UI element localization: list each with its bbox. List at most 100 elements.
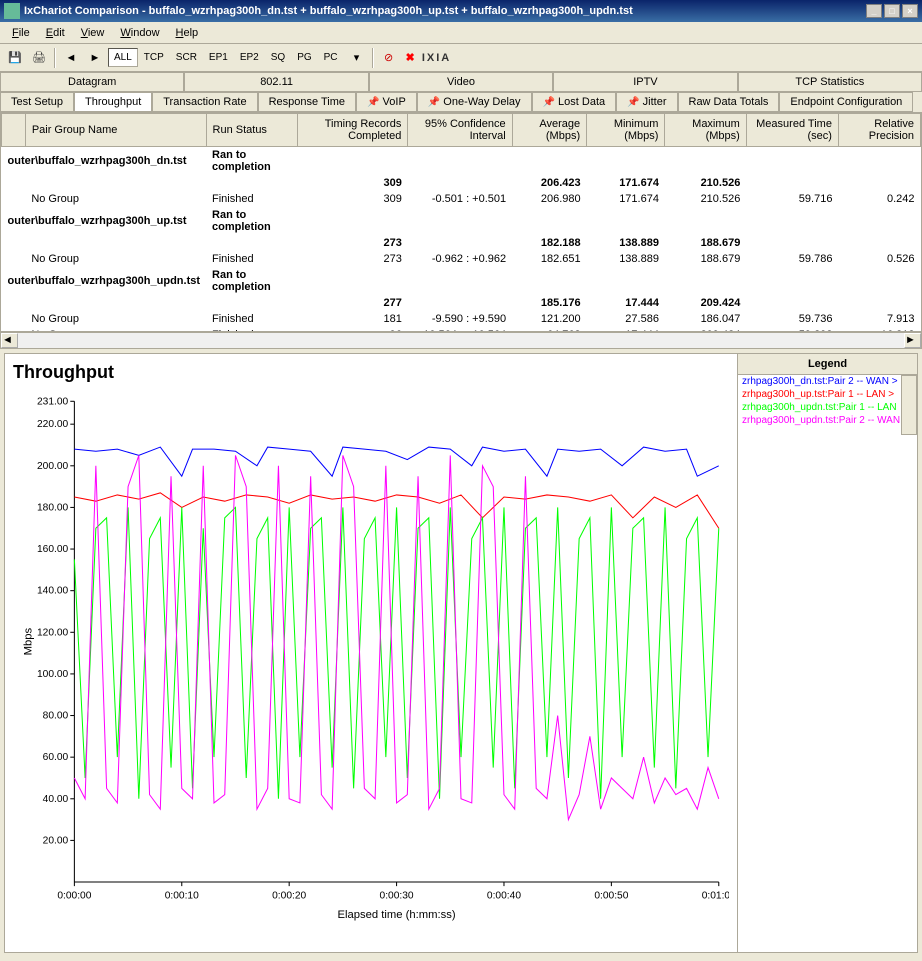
table-row[interactable]: outer\buffalo_wzrhpag300h_dn.tstRan to c… — [2, 147, 921, 176]
subtab-throughput[interactable]: Throughput — [74, 92, 152, 112]
col-header[interactable] — [2, 114, 26, 147]
close-button[interactable]: × — [902, 4, 918, 18]
svg-text:80.00: 80.00 — [43, 711, 69, 722]
svg-text:60.00: 60.00 — [43, 752, 69, 763]
toolbar-filter-tcp[interactable]: TCP — [138, 48, 170, 67]
menubar: File Edit View Window Help — [0, 22, 922, 44]
svg-text:220.00: 220.00 — [37, 419, 69, 430]
svg-text:100.00: 100.00 — [37, 669, 69, 680]
table-row[interactable]: 309206.423171.674210.526 — [2, 175, 921, 191]
throughput-chart: 20.00 40.00 60.00 80.00 100.00 120.00 140.00 16… — [13, 387, 729, 927]
subtab-rawdatatotals[interactable]: Raw Data Totals — [678, 92, 780, 112]
svg-text:0:00:40: 0:00:40 — [487, 890, 521, 901]
col-header[interactable]: Measured Time (sec) — [746, 114, 838, 147]
titlebar: IxChariot Comparison - buffalo_wzrhpag30… — [0, 0, 922, 22]
tabs-top: Datagram802.11VideoIPTVTCP Statistics — [0, 72, 922, 92]
col-header[interactable]: Timing Records Completed — [297, 114, 407, 147]
menu-edit[interactable]: Edit — [38, 25, 73, 41]
toolbar-filter-sq[interactable]: SQ — [265, 48, 291, 67]
toolbar-filter-pg[interactable]: PG — [291, 48, 317, 67]
col-header[interactable]: Pair Group Name — [25, 114, 206, 147]
table-row[interactable]: outer\buffalo_wzrhpag300h_updn.tstRan to… — [2, 267, 921, 295]
svg-text:200.00: 200.00 — [37, 461, 69, 472]
tab-video[interactable]: Video — [369, 72, 553, 91]
toolbar-filter-all[interactable]: ALL — [108, 48, 138, 67]
tab-iptv[interactable]: IPTV — [553, 72, 737, 91]
tab-tcpstatistics[interactable]: TCP Statistics — [738, 72, 922, 91]
subtab-endpointconfiguration[interactable]: Endpoint Configuration — [779, 92, 913, 112]
legend-panel: Legend zrhpag300h_dn.tst:Pair 2 -- WAN >… — [737, 354, 917, 952]
data-table: Pair Group NameRun StatusTiming Records … — [1, 113, 921, 332]
svg-text:160.00: 160.00 — [37, 544, 69, 555]
legend-scrollbar[interactable] — [901, 375, 917, 435]
subtab-testsetup[interactable]: Test Setup — [0, 92, 74, 112]
menu-help[interactable]: Help — [168, 25, 207, 41]
svg-text:180.00: 180.00 — [37, 502, 69, 513]
toolbar-filter-ep2[interactable]: EP2 — [234, 48, 265, 67]
col-header[interactable]: Run Status — [206, 114, 297, 147]
table-row[interactable]: No GroupFinished309-0.501 : +0.501206.98… — [2, 191, 921, 207]
svg-text:0:00:30: 0:00:30 — [380, 890, 414, 901]
svg-text:0:01:00: 0:01:00 — [702, 890, 729, 901]
svg-text:0:00:50: 0:00:50 — [594, 890, 628, 901]
chart-title: Throughput — [13, 362, 729, 383]
subtab-lostdata[interactable]: 📌 Lost Data — [532, 92, 617, 112]
col-header[interactable]: Relative Precision — [838, 114, 920, 147]
toolbar: 💾 🖨 ◄ ► ALLTCPSCREP1EP2SQPGPC ▾ ⊘ ✖ IXIA — [0, 44, 922, 72]
toolbar-filter-scr[interactable]: SCR — [170, 48, 203, 67]
svg-text:0:00:10: 0:00:10 — [165, 890, 199, 901]
svg-text:120.00: 120.00 — [37, 627, 69, 638]
svg-text:Elapsed time (h:mm:ss): Elapsed time (h:mm:ss) — [337, 909, 455, 921]
legend-item[interactable]: zrhpag300h_updn.tst:Pair 1 -- LAN — [738, 401, 901, 414]
dropdown-icon[interactable]: ▾ — [346, 47, 368, 69]
svg-text:231.00: 231.00 — [37, 396, 69, 407]
svg-text:20.00: 20.00 — [43, 835, 69, 846]
menu-file[interactable]: File — [4, 25, 38, 41]
svg-text:0:00:00: 0:00:00 — [57, 890, 91, 901]
next-icon[interactable]: ► — [84, 47, 106, 69]
chart-area: Throughput 20.00 40.00 60.00 80.00 100.00 120… — [4, 353, 918, 953]
legend-item[interactable]: zrhpag300h_up.tst:Pair 1 -- LAN > — [738, 388, 901, 401]
table-row[interactable]: No GroupFinished181-9.590 : +9.590121.20… — [2, 311, 921, 327]
table-row[interactable]: outer\buffalo_wzrhpag300h_up.tstRan to c… — [2, 207, 921, 235]
col-header[interactable]: Average (Mbps) — [512, 114, 586, 147]
menu-view[interactable]: View — [73, 25, 113, 41]
svg-text:140.00: 140.00 — [37, 586, 69, 597]
window-title: IxChariot Comparison - buffalo_wzrhpag30… — [24, 5, 866, 17]
legend-item[interactable]: zrhpag300h_dn.tst:Pair 2 -- WAN > — [738, 375, 901, 388]
table-row[interactable]: 277185.17617.444209.424 — [2, 295, 921, 311]
svg-text:40.00: 40.00 — [43, 794, 69, 805]
print-icon[interactable]: 🖨 — [28, 47, 50, 69]
table-row[interactable]: No GroupFinished96-10.564 : +10.56464.76… — [2, 327, 921, 332]
stop-icon[interactable]: ⊘ — [378, 47, 400, 69]
minimize-button[interactable]: _ — [866, 4, 882, 18]
horizontal-scrollbar[interactable]: ◄ ► — [0, 332, 922, 349]
app-icon — [4, 3, 20, 19]
tab-datagram[interactable]: Datagram — [0, 72, 184, 91]
scroll-left-button[interactable]: ◄ — [1, 333, 18, 348]
scroll-right-button[interactable]: ► — [904, 333, 921, 348]
col-header[interactable]: Maximum (Mbps) — [665, 114, 746, 147]
subtab-voip[interactable]: 📌 VoIP — [356, 92, 417, 112]
tab-80211[interactable]: 802.11 — [184, 72, 368, 91]
prev-icon[interactable]: ◄ — [60, 47, 82, 69]
table-row[interactable]: 273182.188138.889188.679 — [2, 235, 921, 251]
subtab-onewaydelay[interactable]: 📌 One-Way Delay — [417, 92, 532, 112]
col-header[interactable]: Minimum (Mbps) — [587, 114, 665, 147]
subtab-jitter[interactable]: 📌 Jitter — [616, 92, 677, 112]
toolbar-filter-ep1[interactable]: EP1 — [203, 48, 234, 67]
maximize-button[interactable]: □ — [884, 4, 900, 18]
ixia-logo: ✖ IXIA — [406, 51, 452, 64]
data-table-wrap: Pair Group NameRun StatusTiming Records … — [0, 112, 922, 332]
tabs-bottom: Test SetupThroughputTransaction RateResp… — [0, 92, 922, 112]
svg-text:Mbps: Mbps — [22, 628, 34, 656]
menu-window[interactable]: Window — [112, 25, 167, 41]
toolbar-filter-pc[interactable]: PC — [318, 48, 344, 67]
col-header[interactable]: 95% Confidence Interval — [408, 114, 512, 147]
subtab-transactionrate[interactable]: Transaction Rate — [152, 92, 257, 112]
save-icon[interactable]: 💾 — [4, 47, 26, 69]
subtab-responsetime[interactable]: Response Time — [258, 92, 356, 112]
table-row[interactable]: No GroupFinished273-0.962 : +0.962182.65… — [2, 251, 921, 267]
legend-item[interactable]: zrhpag300h_updn.tst:Pair 2 -- WAN — [738, 414, 901, 427]
legend-header: Legend — [738, 354, 917, 375]
